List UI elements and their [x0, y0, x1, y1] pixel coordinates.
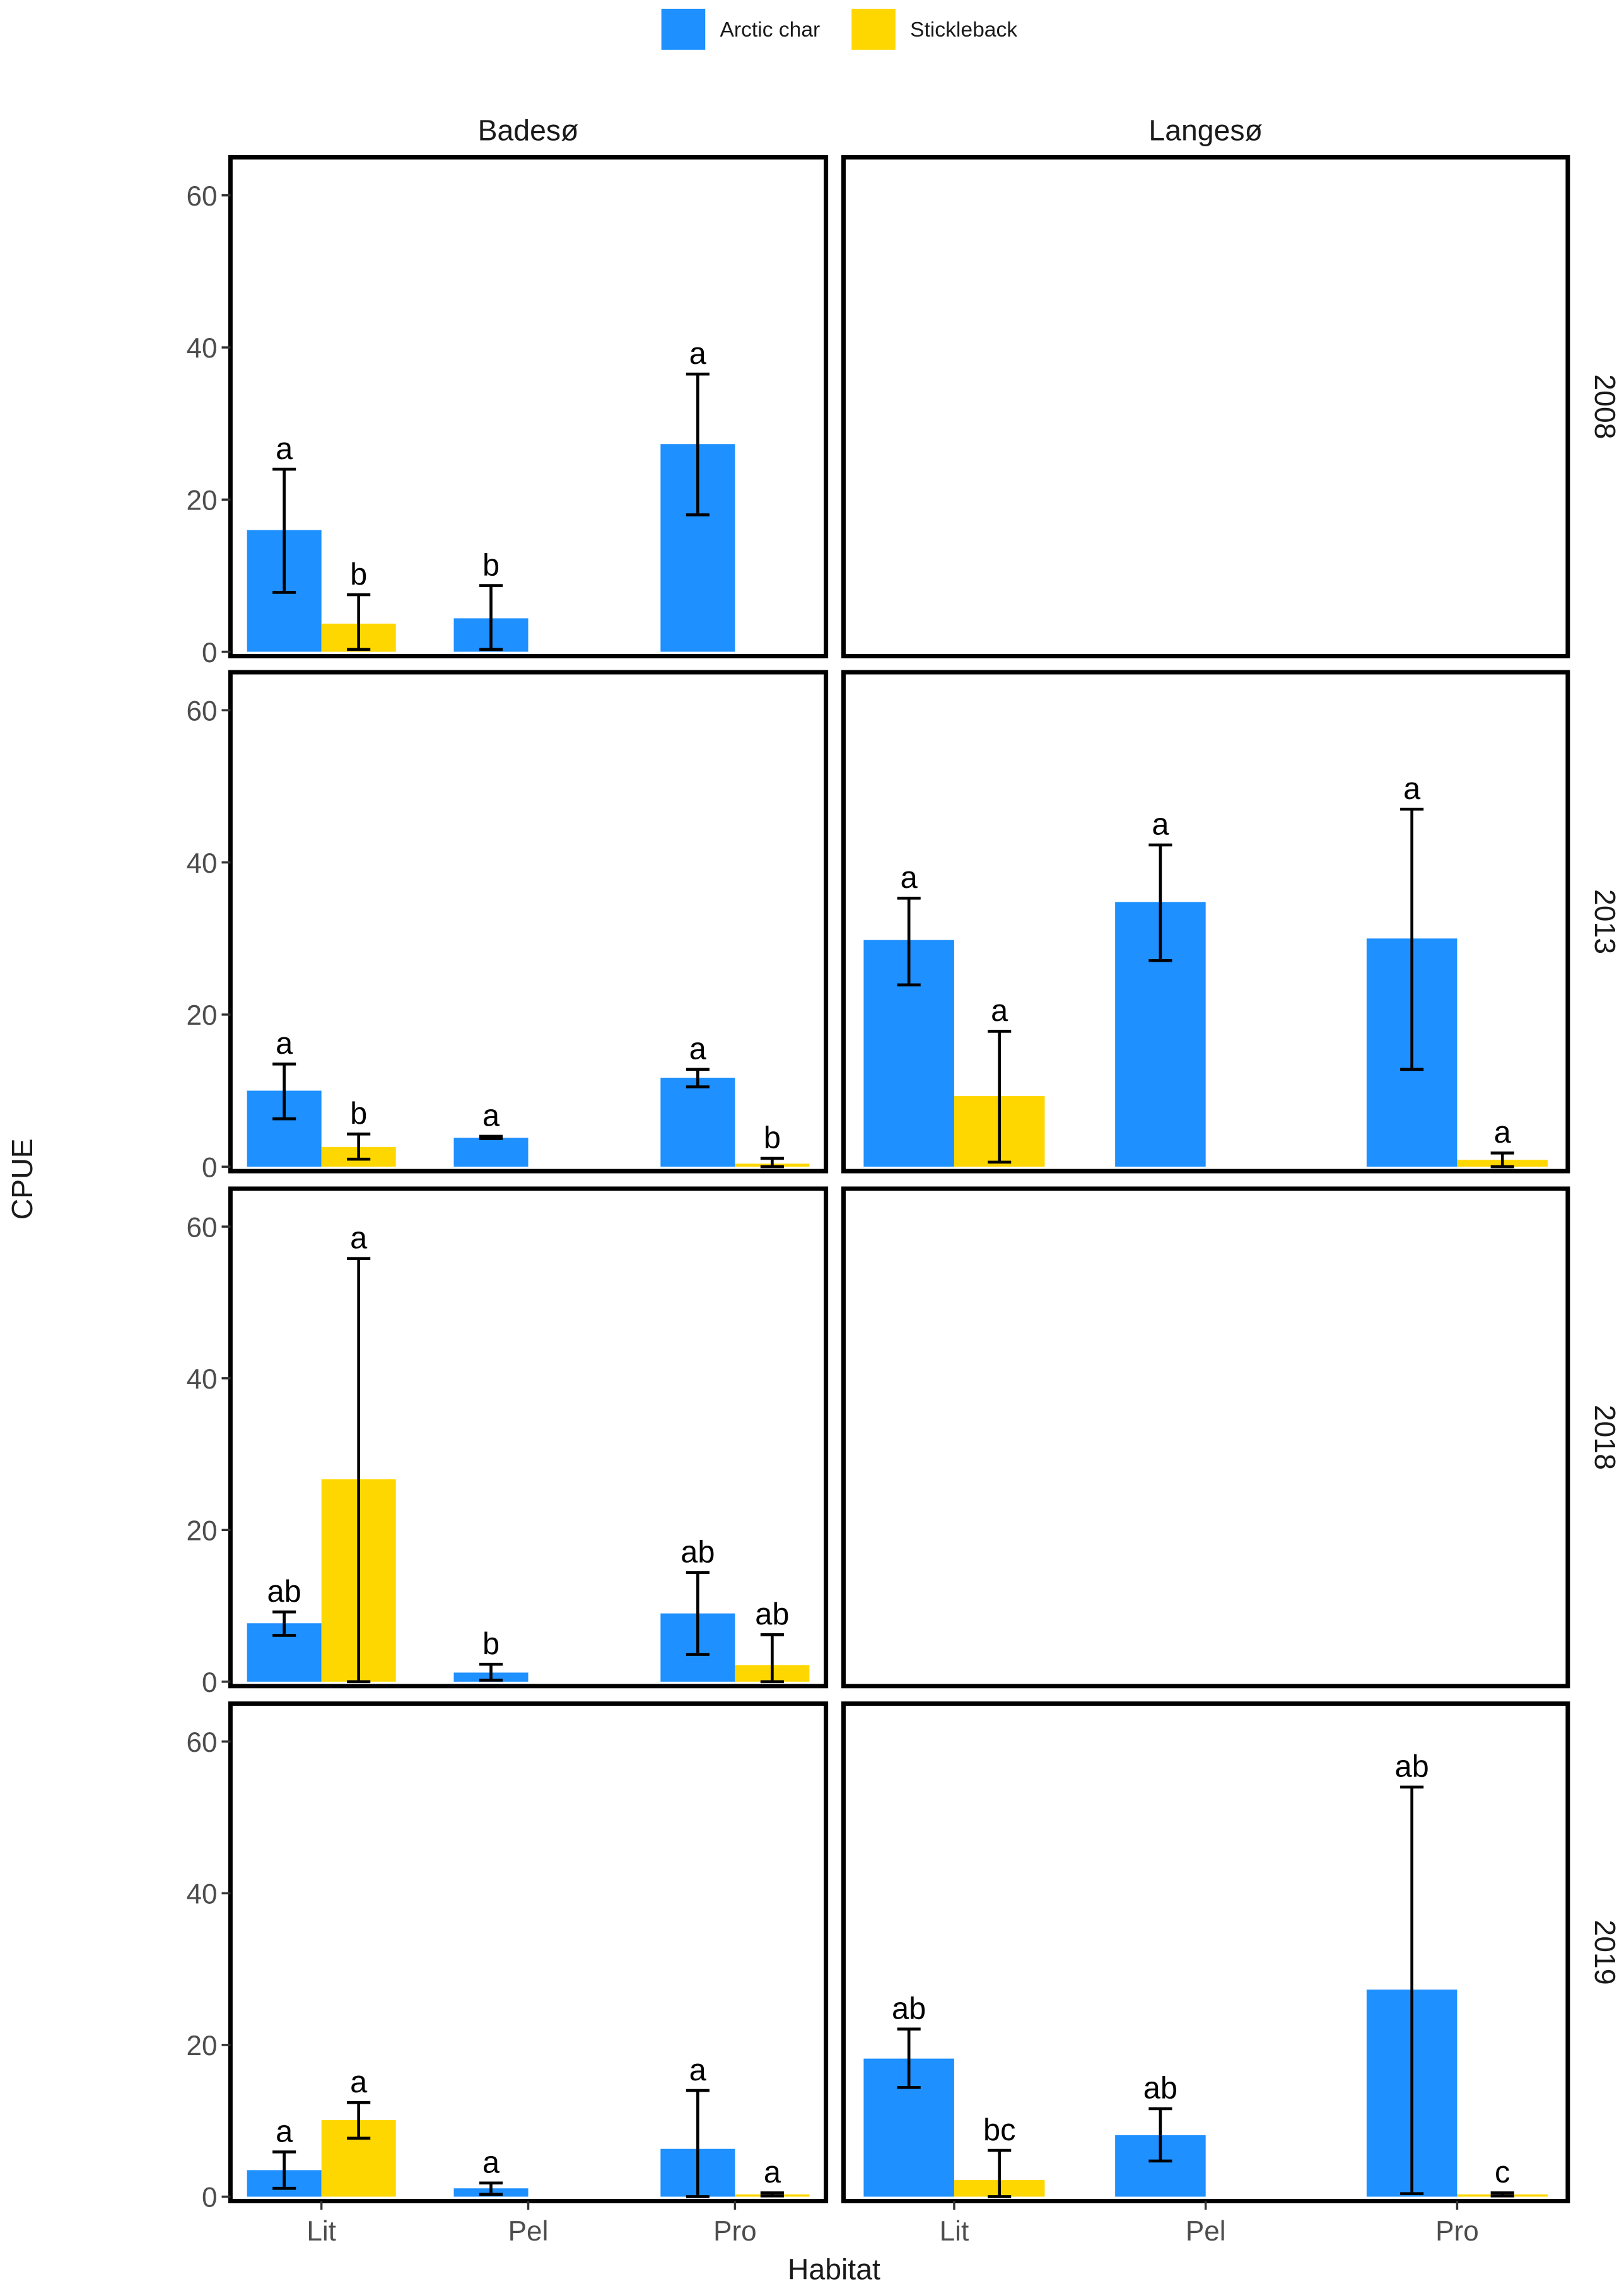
y-tick-label: 40: [186, 1364, 217, 1395]
significance-label: ab: [755, 1597, 789, 1631]
y-tick-label: 60: [186, 696, 217, 727]
significance-label: a: [482, 2146, 500, 2180]
significance-label: b: [482, 1627, 499, 1661]
x-tick-label: Pel: [1186, 2216, 1226, 2247]
y-tick-label: 0: [202, 638, 218, 668]
bar-arctic-char: [453, 1138, 529, 1167]
y-tick-label: 40: [186, 333, 217, 364]
facet-row-label: 2008: [1589, 374, 1621, 439]
significance-label: a: [689, 2053, 707, 2087]
legend-label-stickleback: Stickleback: [910, 18, 1017, 42]
significance-label: b: [350, 1097, 367, 1131]
facet-column-label: Badesø: [478, 114, 579, 147]
significance-label: ab: [892, 1991, 926, 2025]
y-tick-label: 60: [186, 1212, 217, 1243]
significance-label: a: [1403, 772, 1421, 806]
facet-row-label: 2018: [1589, 1405, 1621, 1470]
panel-border: [228, 154, 829, 658]
y-tick-label: 0: [202, 1667, 218, 1698]
panel-border: [841, 1186, 1570, 1689]
panel-border: [228, 1701, 829, 2203]
significance-label: a: [1152, 808, 1169, 842]
x-tick-label: Pel: [508, 2216, 549, 2247]
significance-label: ab: [1143, 2072, 1177, 2106]
significance-label: bc: [983, 2113, 1015, 2147]
y-tick-label: 20: [186, 1516, 217, 1547]
panel-border: [228, 1186, 829, 1689]
y-tick-label: 40: [186, 848, 217, 879]
y-tick-label: 0: [202, 2182, 218, 2213]
significance-label: a: [689, 337, 707, 371]
significance-label: a: [901, 861, 918, 895]
significance-label: ab: [267, 1575, 301, 1609]
significance-label: a: [991, 994, 1008, 1028]
y-tick-label: 20: [186, 486, 217, 516]
significance-label: c: [1495, 2155, 1510, 2189]
significance-label: b: [482, 548, 499, 582]
significance-label: a: [350, 1221, 368, 1255]
panel-border: [841, 670, 1570, 1174]
y-axis-title: CPUE: [6, 1138, 38, 1220]
significance-label: a: [689, 1032, 707, 1066]
significance-label: ab: [681, 1535, 715, 1569]
significance-label: a: [276, 1027, 293, 1061]
legend-key-stickleback: [851, 8, 896, 50]
y-tick-label: 60: [186, 1727, 217, 1758]
significance-label: a: [276, 2114, 293, 2148]
x-tick-label: Pro: [713, 2216, 757, 2247]
significance-label: b: [350, 557, 367, 591]
facet-row-label: 2013: [1589, 889, 1621, 954]
bar-arctic-char: [660, 1078, 735, 1167]
legend-key-arctic-char: [661, 8, 706, 50]
x-tick-label: Lit: [307, 2216, 336, 2247]
panel-border: [228, 670, 829, 1174]
x-tick-label: Pro: [1435, 2216, 1479, 2247]
facet-row-label: 2019: [1589, 1920, 1621, 1984]
significance-label: b: [764, 1121, 781, 1155]
y-tick-label: 60: [186, 181, 217, 212]
significance-label: a: [1494, 1116, 1512, 1150]
facet-column-label: Langesø: [1148, 114, 1263, 147]
significance-label: ab: [1395, 1750, 1429, 1784]
significance-label: a: [482, 1099, 500, 1133]
significance-label: a: [764, 2155, 781, 2189]
x-axis-title: Habitat: [788, 2253, 880, 2286]
y-tick-label: 20: [186, 2031, 217, 2061]
legend-label-arctic-char: Arctic char: [720, 18, 820, 42]
panel-border: [841, 154, 1570, 658]
x-tick-label: Lit: [940, 2216, 969, 2247]
y-tick-label: 40: [186, 1879, 217, 1910]
y-tick-label: 20: [186, 1000, 217, 1031]
significance-label: a: [276, 432, 293, 466]
significance-label: a: [350, 2065, 368, 2099]
y-tick-label: 0: [202, 1152, 218, 1183]
